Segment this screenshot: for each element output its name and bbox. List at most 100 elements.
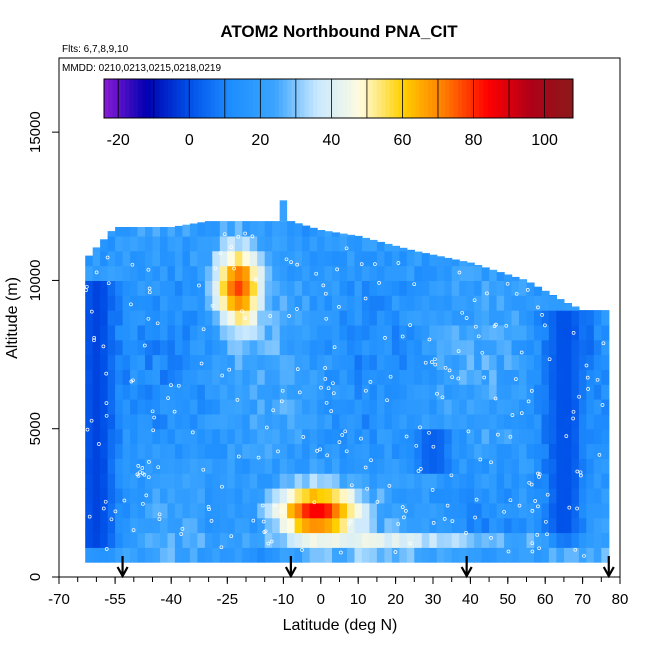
heatmap-cell <box>227 280 236 296</box>
measurement-point <box>573 547 578 552</box>
heatmap-cell <box>496 428 505 445</box>
measurement-point <box>449 473 454 478</box>
heatmap-cell <box>115 354 124 370</box>
heatmap-cell <box>189 443 198 459</box>
colorbar-segment <box>253 79 258 118</box>
heatmap-cell <box>347 384 356 400</box>
heatmap-cell <box>339 443 348 459</box>
heatmap-cell <box>257 502 266 519</box>
heatmap-cell <box>160 443 169 459</box>
heatmap-cell <box>145 428 154 445</box>
heatmap-cell <box>391 517 400 534</box>
heatmap-cell <box>556 458 565 474</box>
heatmap-cell <box>399 428 408 445</box>
heatmap-cell <box>414 354 423 370</box>
heatmap-cell <box>100 428 109 445</box>
colorbar-segment <box>509 79 514 118</box>
heatmap-cell <box>556 310 565 326</box>
measurement-point <box>545 532 549 537</box>
colorbar-segment <box>261 79 267 118</box>
x-tick-label: -10 <box>273 591 295 608</box>
heatmap-cell <box>511 384 520 400</box>
heatmap-cell <box>182 547 191 563</box>
heatmap-cell <box>541 339 550 356</box>
measurement-point <box>331 381 335 386</box>
heatmap-cell <box>174 458 183 474</box>
heatmap-cell <box>421 473 430 489</box>
colorbar-segment <box>155 79 160 118</box>
heatmap-cell <box>384 280 393 296</box>
heatmap-cell <box>593 488 602 504</box>
heatmap-cell <box>279 265 288 281</box>
heatmap-cell <box>324 413 333 430</box>
heatmap-cell <box>167 532 176 548</box>
heatmap-cell <box>474 517 483 534</box>
measurement-point <box>363 296 368 301</box>
colorbar-segment <box>193 79 199 118</box>
heatmap-cell <box>137 502 146 519</box>
heatmap-cell <box>339 265 348 281</box>
heatmap-cell <box>339 532 348 548</box>
heatmap-cell <box>481 324 490 341</box>
heatmap-cell <box>309 443 318 459</box>
heatmap-cell <box>474 295 483 311</box>
heatmap-cell <box>548 532 557 548</box>
heatmap-cell <box>578 488 587 504</box>
measurement-point <box>400 334 405 339</box>
heatmap-cell <box>167 458 176 474</box>
heatmap-cell <box>324 443 333 459</box>
heatmap-cell <box>160 547 169 563</box>
heatmap-cell <box>227 250 236 267</box>
heatmap-cell <box>160 473 169 489</box>
measurement-point <box>517 503 522 508</box>
colorbar-segment <box>185 79 190 118</box>
heatmap-cell <box>242 458 251 474</box>
heatmap-cell <box>369 310 378 326</box>
heatmap-cell <box>279 295 288 311</box>
heatmap-cell <box>563 443 572 459</box>
heatmap-cell <box>571 339 580 356</box>
heatmap-cell <box>429 473 438 489</box>
heatmap-cell <box>436 399 445 415</box>
heatmap-cell <box>197 339 206 356</box>
heatmap-cell <box>451 413 460 430</box>
heatmap-cell <box>466 399 475 415</box>
heatmap-cell <box>174 265 183 281</box>
heatmap-cell <box>122 265 131 281</box>
heatmap-cell <box>279 399 288 415</box>
colorbar-segment <box>240 79 246 118</box>
measurement-point <box>104 371 109 376</box>
heatmap-cell <box>444 443 453 459</box>
heatmap-cell <box>130 384 139 400</box>
heatmap-cell <box>399 502 408 519</box>
heatmap-cell <box>504 310 513 326</box>
heatmap-cell <box>571 369 580 385</box>
measurement-point <box>251 518 256 523</box>
heatmap-cell <box>466 369 475 385</box>
heatmap-cell <box>249 428 258 445</box>
heatmap-cell <box>219 502 228 519</box>
heatmap-cell <box>160 265 169 281</box>
heatmap-cell <box>324 324 333 341</box>
heatmap-cell <box>489 517 498 534</box>
measurement-point <box>323 291 328 296</box>
measurement-point <box>427 337 432 342</box>
heatmap-cell <box>294 532 303 548</box>
heatmap-cell <box>399 324 408 341</box>
heatmap-cell <box>391 458 400 474</box>
heatmap-cell <box>302 473 311 489</box>
heatmap-cell <box>578 532 587 548</box>
heatmap-cell <box>429 280 438 296</box>
heatmap-cell <box>489 269 498 282</box>
heatmap-cell <box>466 280 475 296</box>
heatmap-cell <box>249 458 258 474</box>
heatmap-cell <box>519 517 528 534</box>
heatmap-cell <box>466 517 475 534</box>
heatmap-cell <box>541 354 550 370</box>
heatmap-cell <box>242 413 251 430</box>
heatmap-cell <box>212 502 221 519</box>
heatmap-cell <box>347 280 356 296</box>
heatmap-cell <box>264 235 273 252</box>
heatmap-cell <box>242 295 251 311</box>
heatmap-cell <box>429 428 438 445</box>
